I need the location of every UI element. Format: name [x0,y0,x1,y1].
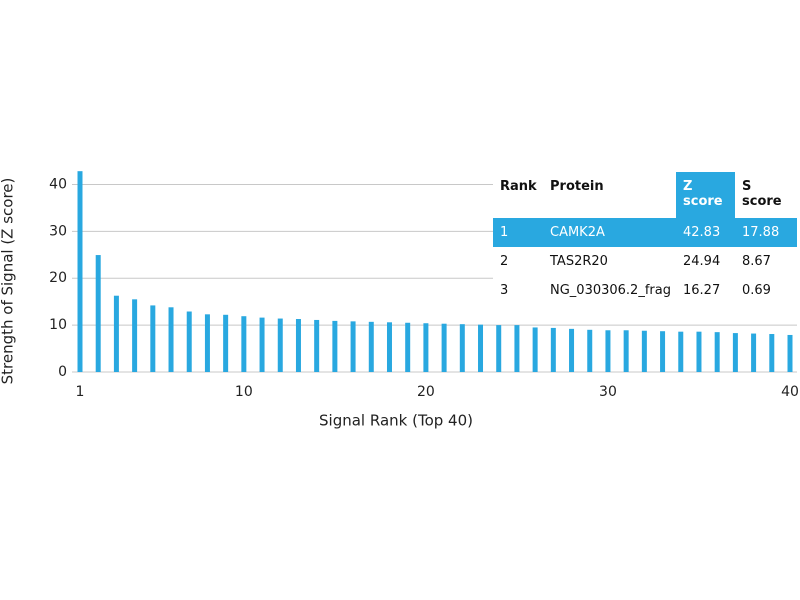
x-axis-label: Signal Rank (Top 40) [319,412,473,430]
bar [696,331,702,372]
bar [569,328,575,372]
x-tick-label: 20 [417,384,435,400]
table-cell: 0.69 [742,283,771,298]
x-tick-label: 10 [235,384,253,400]
bar [405,322,411,372]
bar [186,311,192,372]
x-tick-label: 1 [76,384,85,400]
bar [587,329,593,372]
column-header: Protein [550,179,604,194]
bar [259,317,265,372]
bar [660,331,666,372]
table-cell: 17.88 [735,218,797,247]
bar [514,325,520,372]
table-cell: 1 [493,218,543,247]
results-table: Rank Protein Z score S score 1 CAMK2A 42.83 17… [493,172,797,305]
column-header: S score [742,179,782,209]
table-row: 2 TAS2R20 24.94 8.67 [493,247,797,276]
bar [441,323,447,372]
column-header: Rank [500,179,537,194]
y-tick-label: 30 [49,223,67,239]
table-cell: CAMK2A [543,218,676,247]
column-header: Z score [676,172,735,218]
bar [241,316,247,372]
bar [478,324,484,372]
bar [732,333,738,372]
bar [77,171,83,372]
bar [423,323,429,372]
y-tick-label: 40 [49,176,67,192]
table-cell: 42.83 [676,218,735,247]
bar [532,327,538,372]
table-cell: 2 [500,254,509,269]
bar [623,330,629,372]
bar [459,324,465,372]
bar [605,330,611,372]
bar [314,319,320,372]
table-row: 1 CAMK2A 42.83 17.88 [493,218,797,247]
bar [751,333,757,372]
y-tick-label: 20 [49,270,67,286]
bar [113,295,119,372]
bar [550,327,556,372]
table-cell: 24.94 [683,254,721,269]
bar [295,319,301,372]
x-tick-label: 30 [599,384,617,400]
table-cell: 16.27 [683,283,721,298]
bar [332,320,338,372]
y-axis-label: Strength of Signal (Z score) [0,178,17,385]
bar [769,334,775,372]
bar [368,321,374,372]
bar [277,318,283,372]
table-cell: 3 [500,283,509,298]
bar [641,330,647,372]
bar [95,255,101,372]
bar [132,299,138,372]
x-tick-label: 40 [781,384,799,400]
bar [350,321,356,372]
bar [678,331,684,372]
table-header: Rank Protein Z score S score [493,172,797,218]
table-row: 3 NG_030306.2_frag 16.27 0.69 [493,276,797,305]
bar [150,305,156,372]
bar [223,314,229,372]
bar [787,334,793,372]
table-cell: 8.67 [742,254,771,269]
bar [168,307,174,372]
y-tick-label: 0 [58,364,67,380]
table-cell: TAS2R20 [550,254,608,269]
bar [714,332,720,372]
y-tick-label: 10 [49,317,67,333]
bar [204,314,210,372]
bar [496,325,502,372]
bar [386,322,392,372]
table-cell: NG_030306.2_frag [550,283,671,298]
